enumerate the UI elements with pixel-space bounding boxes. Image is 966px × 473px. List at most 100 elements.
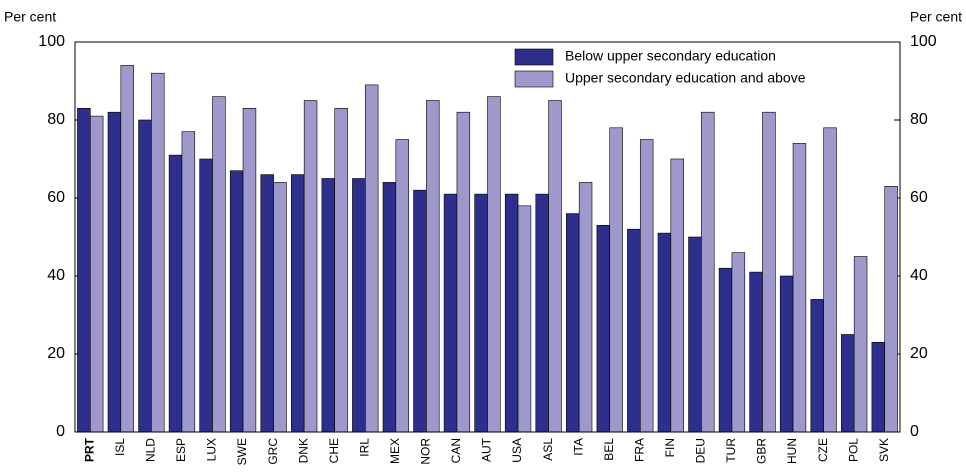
bar (181, 131, 196, 433)
bar (77, 108, 91, 433)
bar (334, 108, 348, 433)
bar (364, 84, 379, 433)
legend-swatch (514, 70, 554, 88)
x-tick-label: SWE (235, 438, 249, 465)
bar (382, 182, 397, 433)
bar (823, 127, 837, 433)
x-tick-label: CZE (816, 438, 830, 462)
bar (578, 182, 593, 433)
bar (779, 275, 794, 433)
bar (242, 108, 257, 433)
bar (487, 96, 501, 433)
bar (810, 299, 824, 433)
bar (413, 189, 427, 433)
bar (688, 236, 702, 433)
y-tick-label: 60 (47, 189, 65, 206)
bar (229, 170, 244, 433)
y2-axis-label: Per cent (910, 9, 962, 25)
bar (762, 111, 776, 433)
bar (303, 100, 318, 433)
y-tick-label: 20 (47, 345, 65, 362)
x-tick-label: LUX (205, 438, 219, 461)
bar (273, 182, 287, 433)
bar (151, 72, 165, 433)
y2-tick-label: 20 (910, 345, 928, 362)
x-tick-label: FIN (663, 438, 677, 457)
legend-swatch (514, 48, 554, 66)
x-tick-label: CHE (327, 438, 341, 463)
bar (535, 193, 549, 433)
bar (871, 341, 886, 433)
bar (504, 193, 519, 433)
bar (792, 143, 807, 433)
bar (884, 186, 898, 433)
y2-tick-label: 40 (910, 267, 928, 284)
x-tick-label: FRA (632, 438, 646, 462)
x-tick-label: GBR (755, 438, 769, 464)
y-tick-label: 80 (47, 111, 65, 128)
x-tick-label: NLD (144, 438, 158, 462)
bar (517, 205, 532, 433)
bar (138, 119, 152, 433)
bar (107, 111, 122, 433)
bar (456, 111, 471, 433)
bar (395, 139, 409, 433)
x-tick-label: HUN (785, 438, 799, 464)
x-tick-label: TUR (724, 438, 738, 463)
bar (426, 100, 440, 433)
bar (548, 100, 562, 433)
y2-tick-label: 80 (910, 111, 928, 128)
x-tick-label: ASL (541, 438, 555, 461)
bar (199, 158, 213, 433)
bar (841, 334, 855, 433)
bar (212, 96, 226, 433)
x-tick-label: SVK (877, 438, 891, 462)
y2-tick-label: 60 (910, 189, 928, 206)
bar (853, 256, 868, 433)
x-tick-label: BEL (602, 438, 616, 461)
bar (701, 111, 715, 433)
x-tick-label: GRC (266, 438, 280, 465)
x-tick-label: NOR (419, 438, 433, 465)
y2-tick-label: 0 (910, 423, 919, 440)
bar (260, 174, 274, 433)
y-tick-label: 40 (47, 267, 65, 284)
x-tick-label: ITA (571, 438, 585, 456)
bar (718, 267, 733, 433)
x-tick-label: POL (846, 438, 860, 462)
plot-frame (74, 41, 901, 433)
legend-label: Below upper secondary education (565, 48, 776, 64)
x-tick-label: AUT (480, 437, 494, 462)
bar (609, 127, 623, 433)
bar (596, 225, 611, 433)
y2-tick-label: 100 (910, 33, 937, 50)
bar (627, 228, 641, 433)
bar (639, 139, 654, 433)
bar (749, 271, 763, 433)
bar (89, 115, 104, 433)
bar (291, 174, 305, 433)
bar (474, 193, 488, 433)
x-tick-label: ESP (174, 438, 188, 462)
bar (321, 178, 336, 433)
bar (120, 65, 134, 433)
bar (443, 193, 458, 433)
x-tick-label: MEX (388, 438, 402, 464)
bar (731, 252, 746, 433)
bar (566, 213, 580, 433)
x-tick-label: PRT (82, 437, 96, 462)
y-axis-label: Per cent (4, 9, 56, 25)
bar (670, 158, 684, 433)
y-tick-label: 0 (56, 423, 65, 440)
bar (657, 232, 672, 433)
legend-label: Upper secondary education and above (565, 70, 806, 86)
bar (168, 154, 183, 433)
bar (352, 178, 366, 433)
x-tick-label: DEU (694, 438, 708, 463)
x-tick-label: USA (510, 438, 524, 463)
y-tick-label: 100 (38, 33, 65, 50)
x-tick-label: ISL (113, 438, 127, 456)
x-tick-label: IRL (357, 438, 371, 457)
x-tick-label: CAN (449, 438, 463, 463)
